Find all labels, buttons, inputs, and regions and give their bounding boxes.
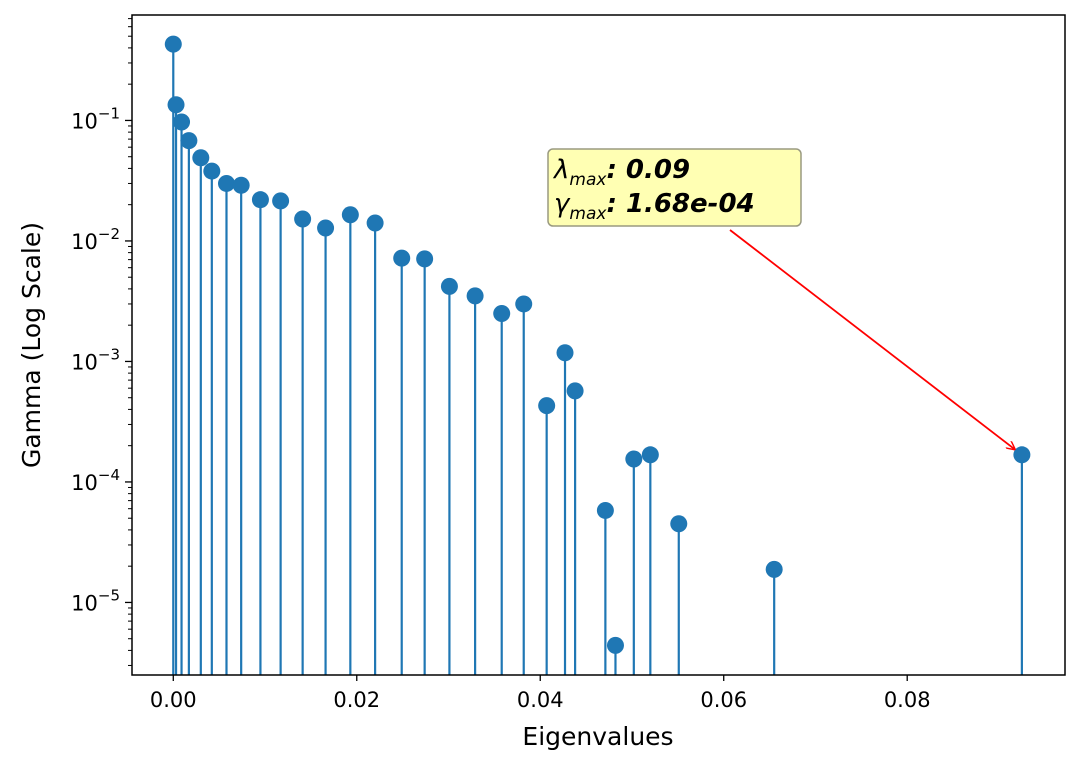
marker-1 xyxy=(167,96,185,114)
y-tick-label-1: 10−4 xyxy=(71,466,120,495)
gamma-subscript: max xyxy=(569,204,607,224)
marker-10 xyxy=(294,210,312,228)
marker-12 xyxy=(341,206,359,224)
y-tick-label-4: 10−1 xyxy=(71,104,120,133)
markers-layer xyxy=(164,35,1031,654)
x-tick-label-0: 0.00 xyxy=(150,688,197,712)
marker-8 xyxy=(251,191,269,209)
marker-11 xyxy=(317,219,335,237)
annotation-lambda-max: λmax: 0.09 xyxy=(552,155,690,190)
marker-17 xyxy=(466,287,484,305)
marker-20 xyxy=(538,397,556,415)
x-tick-label-3: 0.06 xyxy=(700,688,747,712)
x-tick-label-2: 0.04 xyxy=(517,688,564,712)
marker-2 xyxy=(173,113,191,131)
lambda-symbol: λ xyxy=(552,155,569,185)
marker-13 xyxy=(366,214,384,232)
annotation-background xyxy=(547,148,802,227)
annotation-gamma-max: γmax: 1.68e-04 xyxy=(554,189,755,224)
marker-28 xyxy=(765,560,783,578)
marker-18 xyxy=(493,304,511,322)
y-tick-label-0: 10−5 xyxy=(71,586,120,615)
marker-22 xyxy=(566,382,584,400)
marker-15 xyxy=(416,250,434,268)
x-tick-label-1: 0.02 xyxy=(333,688,380,712)
y-axis-title: Gamma (Log Scale) xyxy=(17,222,46,468)
marker-5 xyxy=(203,162,221,180)
y-tick-label-2: 10−3 xyxy=(71,345,120,374)
marker-23 xyxy=(596,501,614,519)
lambda-value: : 0.09 xyxy=(606,155,690,185)
y-axis: 10−5 10−4 10−3 10−2 10−1 xyxy=(71,18,132,666)
marker-24 xyxy=(606,636,624,654)
gamma-value: : 1.68e-04 xyxy=(606,189,754,219)
marker-9 xyxy=(272,192,290,210)
plot-frame xyxy=(131,14,1066,676)
marker-26 xyxy=(641,446,659,464)
marker-14 xyxy=(393,249,411,267)
marker-21 xyxy=(556,344,574,362)
annotation-arrow xyxy=(729,229,1015,449)
marker-3 xyxy=(180,132,198,150)
marker-0 xyxy=(164,35,182,53)
marker-29 xyxy=(1013,446,1031,464)
marker-16 xyxy=(440,277,458,295)
marker-19 xyxy=(515,295,533,313)
marker-6 xyxy=(217,174,235,192)
stems-layer xyxy=(172,44,1023,675)
marker-7 xyxy=(232,176,250,194)
x-axis: 0.00 0.02 0.04 0.06 0.08 xyxy=(150,675,931,712)
x-axis-title: Eigenvalues xyxy=(522,722,673,751)
y-tick-label-3: 10−2 xyxy=(71,225,120,254)
gamma-symbol: γ xyxy=(554,189,571,219)
lambda-subscript: max xyxy=(569,170,607,190)
marker-25 xyxy=(625,450,643,468)
x-tick-label-4: 0.08 xyxy=(884,688,931,712)
annotation-box: λmax: 0.09 γmax: 1.68e-04 xyxy=(547,148,802,227)
marker-27 xyxy=(670,515,688,533)
marker-4 xyxy=(192,149,210,167)
